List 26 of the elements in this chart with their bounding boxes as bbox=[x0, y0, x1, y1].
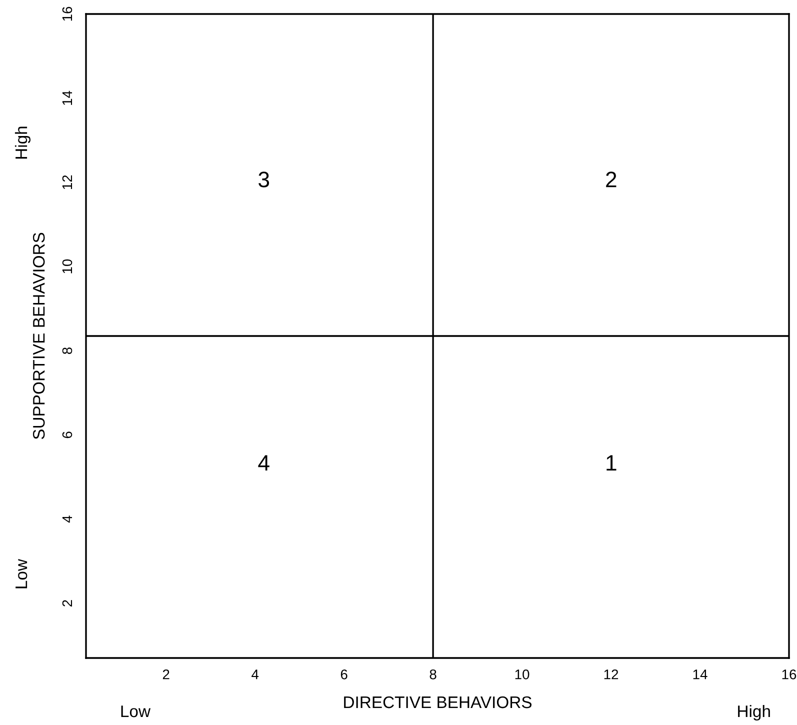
y-tick-label: 14 bbox=[62, 90, 72, 105]
y-tick-label: 4 bbox=[62, 516, 72, 523]
x-axis-title: DIRECTIVE BEHAVIORS bbox=[344, 696, 532, 708]
x-tick-label: 2 bbox=[162, 669, 170, 680]
annotation: 1 bbox=[606, 455, 616, 471]
text: High bbox=[14, 126, 30, 159]
text: High bbox=[738, 704, 770, 721]
annotation: 4 bbox=[258, 455, 270, 471]
x-tick-label: 16 bbox=[782, 669, 796, 680]
y-axis-title: SUPPORTIVE BEHAVIORS bbox=[32, 232, 45, 440]
text: Low bbox=[16, 558, 28, 588]
annotation: 3 bbox=[258, 172, 270, 188]
text: Low bbox=[121, 706, 151, 718]
x-tick-label: 6 bbox=[340, 669, 348, 680]
y-tick-label: 2 bbox=[62, 600, 72, 606]
y-tick-label: 8 bbox=[62, 347, 72, 354]
x-tick-label: 12 bbox=[604, 669, 618, 680]
y-tick-label: 6 bbox=[62, 432, 72, 438]
annotation: 2 bbox=[606, 172, 616, 188]
y-tick-label: 12 bbox=[62, 175, 72, 190]
y-tick-label: 16 bbox=[62, 6, 72, 21]
x-tick-label: 8 bbox=[430, 669, 436, 680]
x-tick-label: 14 bbox=[693, 670, 708, 680]
x-tick-label: 10 bbox=[515, 669, 530, 680]
y-tick-label: 10 bbox=[62, 259, 72, 274]
x-tick-label: 4 bbox=[252, 670, 259, 680]
